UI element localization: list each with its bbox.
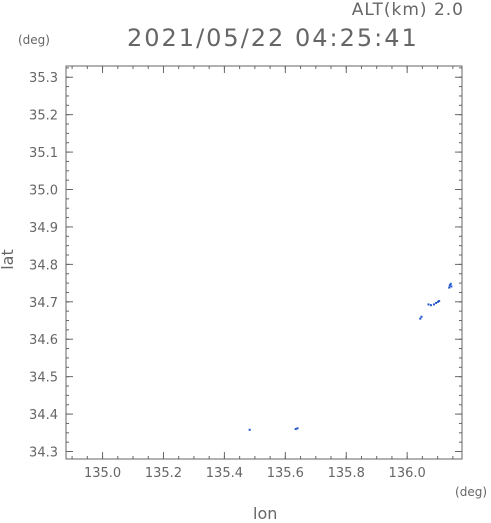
axis-ticks (66, 66, 462, 459)
data-point (429, 304, 432, 307)
data-point (449, 282, 452, 285)
x-tick-label: 135.8 (328, 466, 365, 481)
data-point (419, 317, 422, 320)
y-tick-label: 34.9 (29, 221, 58, 236)
y-tick-label: 35.2 (29, 109, 58, 124)
data-point (438, 300, 441, 303)
y-tick-label: 34.5 (29, 371, 58, 386)
x-axis-label: lon (253, 504, 278, 523)
x-tick-label: 135.0 (84, 466, 121, 481)
x-tick-label: 135.2 (145, 466, 182, 481)
y-tick-label: 35.3 (29, 71, 58, 86)
y-tick-label: 34.8 (29, 258, 58, 273)
x-tick-label: 136.0 (389, 466, 426, 481)
data-point (450, 285, 453, 288)
x-tick-label: 135.6 (267, 466, 304, 481)
data-point (296, 427, 299, 430)
data-point (448, 284, 451, 287)
y-unit-label: (deg) (18, 33, 50, 47)
data-point (420, 315, 423, 318)
y-tick-label: 34.3 (29, 446, 58, 461)
chart-title: 2021/05/22 04:25:41 (127, 24, 419, 52)
y-tick-label: 34.6 (29, 333, 58, 348)
data-point (432, 303, 435, 306)
data-point (427, 303, 430, 306)
x-unit-label: (deg) (455, 485, 487, 499)
y-tick-label: 35.1 (29, 146, 58, 161)
y-tick-label: 34.4 (29, 408, 58, 423)
data-point (448, 286, 451, 289)
altitude-label: ALT(km) 2.0 (351, 0, 464, 20)
plot-frame (65, 65, 463, 460)
data-point (435, 301, 438, 304)
axis-tick-labels: 135.0 135.2 135.4 135.6 135.8 136.0 34.3 34.4 34… (29, 71, 426, 481)
data-point (294, 428, 297, 431)
data-points (248, 282, 453, 431)
data-point (248, 428, 251, 431)
data-point (436, 300, 439, 303)
y-tick-label: 35.0 (29, 184, 58, 199)
y-tick-label: 34.7 (29, 296, 58, 311)
x-tick-label: 135.4 (206, 466, 243, 481)
